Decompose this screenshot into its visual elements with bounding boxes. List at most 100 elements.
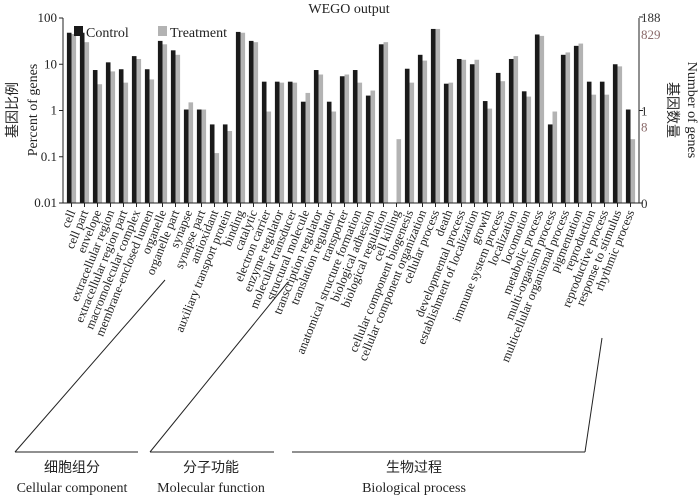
bar-treatment-antioxidant <box>214 153 220 203</box>
bar-control-organelle-part <box>170 50 176 203</box>
bar-control-reproduction <box>586 81 592 203</box>
bar-treatment-metabolic-process <box>539 35 545 203</box>
group-bracket-cellular-component <box>14 279 166 453</box>
bar-control-developmental-process <box>456 58 462 204</box>
y-tick-labels: 100 10 1 0.1 0.01 <box>34 10 63 210</box>
group-bracket-molecular-function <box>149 281 289 453</box>
bar-treatment-anatomical-structure-formation <box>357 82 363 203</box>
bar-treatment-immune-system-process <box>500 81 506 203</box>
bar-control-enzyme-regulator <box>274 81 280 203</box>
group-label-zh-cellular-component: 细胞组分 <box>44 460 100 476</box>
bar-treatment-cellular-component-biogenesis <box>409 82 415 203</box>
bar-treatment-extracellular-region-part <box>123 82 129 203</box>
bar-control-metabolic-process <box>534 34 540 203</box>
bar-control-synapse <box>183 109 189 203</box>
bar-treatment-transporter <box>344 74 350 203</box>
y2-tick-label: 8 <box>641 120 648 135</box>
bar-treatment-response-to-stimulus <box>617 66 623 204</box>
bar-treatment-binding <box>240 32 246 203</box>
bar-control-macromolecular-complex <box>131 56 137 203</box>
bar-control-anatomical-structure-formation <box>352 70 358 203</box>
bar-treatment-biological-adhesion <box>370 90 376 203</box>
bar-control-structural-molecule <box>300 101 306 203</box>
bar-control-organelle <box>157 40 163 203</box>
axes <box>62 18 640 207</box>
group-label-zh-biological-process: 生物过程 <box>386 460 442 476</box>
bar-treatment-translation-regulator <box>331 111 337 203</box>
bar-treatment-establishment-of-localization <box>474 59 480 203</box>
group-labels: 细胞组分 Cellular component 分子功能 Molecular f… <box>17 460 466 496</box>
group-label-zh-molecular-function: 分子功能 <box>183 460 239 476</box>
bar-treatment-reproductive-process <box>604 94 610 203</box>
bar-treatment-organelle <box>162 44 168 203</box>
bar-treatment-membrane-enclosed-lumen <box>149 79 155 203</box>
bar-control-localization <box>508 58 514 204</box>
bar-control-biological-adhesion <box>365 95 371 203</box>
bar-control-cell-part <box>79 32 85 203</box>
bar-control-biological-regulation <box>378 44 384 203</box>
bar-treatment-enzyme-regulator <box>279 82 285 203</box>
bar-control-cellular-component-biogenesis <box>404 68 410 203</box>
bar-treatment-extracellular-region <box>110 71 116 203</box>
bar-treatment-localization <box>513 56 519 203</box>
bar-control-binding <box>235 31 241 204</box>
bar-control-locomotion <box>521 91 527 203</box>
bar-treatment-multi-organism-process <box>552 111 558 203</box>
bar-control-membrane-enclosed-lumen <box>144 69 150 204</box>
group-bracket-biological-process <box>584 337 603 453</box>
bar-control-cellular-process <box>430 28 436 203</box>
bar-control-cell <box>66 32 72 203</box>
bar-control-multicellular-organismal-process <box>560 54 566 204</box>
bars <box>66 28 636 204</box>
bar-control-envelope <box>92 70 98 203</box>
bar-control-immune-system-process <box>495 72 501 204</box>
bar-control-catalytic <box>248 40 254 203</box>
bar-control-cellular-component-organization <box>417 54 423 204</box>
bar-treatment-cellular-component-organization <box>422 60 428 204</box>
bar-treatment-synapse <box>188 102 194 203</box>
y-tick-label: 10 <box>44 56 57 71</box>
bar-treatment-reproduction <box>591 94 597 203</box>
bar-treatment-death <box>448 82 454 203</box>
bar-treatment-growth <box>487 108 493 203</box>
bar-control-antioxidant <box>209 124 215 203</box>
bar-treatment-cell <box>71 34 77 203</box>
bar-control-synapse-part <box>196 109 202 203</box>
bar-control-transcription-regulator <box>313 70 319 203</box>
bar-control-pigmentation <box>573 45 579 203</box>
y-tick-label: 0.01 <box>34 195 57 210</box>
bar-control-electron-carrier <box>261 81 267 203</box>
bar-treatment-structural-molecule <box>305 92 311 203</box>
legend-swatch-treatment <box>158 26 167 36</box>
y2-tick-label: 1 <box>641 104 648 119</box>
category-label-cell: cell <box>59 207 79 229</box>
bar-control-growth <box>482 101 488 203</box>
bar-treatment-cell-part <box>84 42 90 204</box>
bar-control-response-to-stimulus <box>612 64 618 203</box>
legend-swatch-control <box>74 26 83 36</box>
bar-control-establishment-of-localization <box>469 64 475 203</box>
chart-title: WEGO output <box>308 2 389 17</box>
bar-control-reproductive-process <box>599 81 605 203</box>
bar-control-death <box>443 83 449 203</box>
y2-axis-title-en: Number of genes <box>684 62 699 158</box>
bar-treatment-pigmentation <box>578 43 584 203</box>
y-axis-title-en: Percent of genes <box>26 64 41 157</box>
bar-control-auxiliary-transport-protein <box>222 124 228 203</box>
bar-control-rhythmic-process <box>625 109 631 203</box>
legend-label-control: Control <box>86 26 129 41</box>
bar-treatment-transcription-regulator <box>318 74 324 203</box>
bar-treatment-locomotion <box>526 96 532 203</box>
y2-tick-labels: 188 829 18 0 <box>639 10 661 211</box>
y2-tick-label: 829 <box>641 27 661 42</box>
bar-treatment-macromolecular-complex <box>136 58 142 204</box>
bar-treatment-electron-carrier <box>266 111 272 203</box>
bar-treatment-multicellular-organismal-process <box>565 52 571 203</box>
y2-tick-label: 188 <box>641 10 661 25</box>
legend-label-treatment: Treatment <box>170 26 227 41</box>
group-label-en-biological-process: Biological process <box>362 481 466 496</box>
bar-treatment-cellular-process <box>435 28 441 203</box>
